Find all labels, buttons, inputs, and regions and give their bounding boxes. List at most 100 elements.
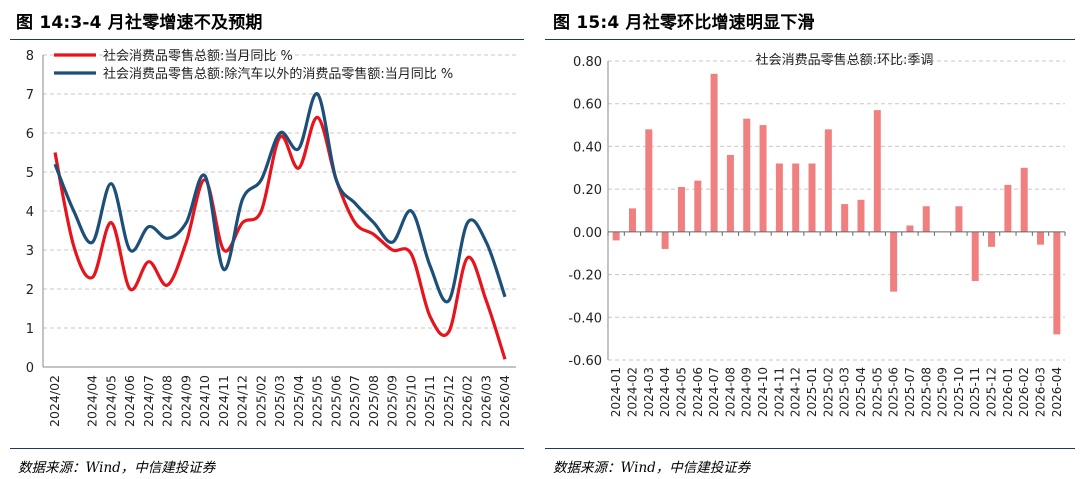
- x-tick-label: 2025/09: [385, 375, 400, 427]
- y-tick-label: 5: [26, 166, 34, 181]
- x-tick-label: 2024/11: [216, 375, 231, 427]
- x-tick-label: 2024-08: [723, 367, 737, 417]
- x-tick-label: 2026/04: [497, 375, 512, 427]
- x-tick-label: 2024/06: [122, 375, 137, 427]
- y-tick-label: 1: [26, 322, 34, 337]
- x-tick-label: 2025-06: [887, 367, 901, 417]
- bar: [743, 118, 751, 232]
- left-line-chart: 0 1 2 3 4 5 6 7 8 2024/02 2024/04 2024/05 2024/06 202…: [26, 48, 516, 427]
- left-top-rule: [10, 39, 524, 40]
- x-tick-label: 2024-07: [707, 367, 721, 417]
- x-tick-label: 2024/10: [197, 375, 212, 427]
- right-bar-chart: 0.80 0.60 0.40 0.20 0.00 -0.20 -0.40 -0.60 2024-…: [568, 52, 1066, 417]
- bar: [710, 73, 718, 232]
- left-figure-title: 图 14:3-4 月社零增速不及预期: [16, 13, 263, 33]
- right-bottom-rule: [545, 448, 1075, 449]
- x-tick-label: 2025/04: [291, 375, 306, 427]
- x-tick-label: 2024-11: [772, 367, 786, 417]
- y-tick-label: 3: [26, 244, 34, 259]
- bar: [677, 187, 685, 232]
- x-tick-label: 2025-01: [805, 367, 819, 417]
- bar: [922, 206, 930, 232]
- y-tick-label: 0: [26, 361, 34, 376]
- bar: [841, 204, 849, 232]
- bar: [628, 208, 636, 232]
- bar: [694, 180, 702, 232]
- bar: [1037, 231, 1045, 245]
- x-tick-label: 2024/07: [141, 375, 156, 427]
- y-tick-label: 6: [26, 127, 34, 142]
- x-tick-label: 2025-03: [838, 367, 852, 417]
- y-tick-label: 0.60: [573, 98, 602, 113]
- bar: [645, 129, 653, 232]
- x-tick-label: 2025-04: [854, 367, 868, 417]
- bar: [857, 199, 865, 232]
- bar: [890, 231, 898, 292]
- bar: [759, 125, 767, 232]
- x-tick-label: 2025/03: [272, 375, 287, 427]
- x-tick-label: 2025-05: [870, 367, 884, 417]
- x-tick-label: 2025/02: [253, 375, 268, 427]
- bar: [988, 231, 996, 247]
- left-bottom-rule: [10, 448, 524, 449]
- x-tick-label: 2025/06: [328, 375, 343, 427]
- y-tick-label: 7: [26, 88, 34, 103]
- x-tick-label: 2025-07: [903, 367, 917, 417]
- x-tick-label: 2025/08: [366, 375, 381, 427]
- left-source-note: 数据来源：Wind，中信建投证券: [18, 460, 216, 476]
- legend-label: 社会消费品零售总额:当月同比 %: [103, 48, 293, 64]
- bar: [971, 231, 979, 281]
- x-tick-label: 2026-03: [1034, 367, 1048, 417]
- y-tick-label: 0.80: [573, 55, 602, 70]
- x-tick-label: 2025-10: [952, 367, 966, 417]
- x-tick-label: 2024/08: [160, 375, 175, 427]
- y-tick-label: 0.40: [573, 140, 602, 155]
- bar: [726, 154, 734, 232]
- y-tick-label: 4: [26, 205, 34, 220]
- right-top-rule: [545, 39, 1075, 40]
- x-tick-label: 2025-11: [968, 367, 982, 417]
- bar: [612, 231, 620, 241]
- x-tick-label: 2025-02: [821, 367, 835, 417]
- x-tick-label: 2024-09: [740, 367, 754, 417]
- bar: [955, 206, 963, 232]
- x-tick-label: 2025-09: [936, 367, 950, 417]
- x-tick-label: 2025-12: [985, 367, 999, 417]
- x-tick-label: 2024-12: [789, 367, 803, 417]
- bar: [906, 225, 914, 232]
- x-tick-label: 2025/07: [347, 375, 362, 427]
- x-tick-label: 2024-04: [658, 367, 672, 417]
- left-figure-panel: 图 14:3-4 月社零增速不及预期 0 1 2 3 4 5 6 7 8 2024/02 2024/…: [0, 0, 530, 479]
- y-tick-label: 0.00: [573, 226, 602, 241]
- bar: [873, 110, 881, 232]
- x-tick-label: 2024-01: [609, 367, 623, 417]
- bar: [1004, 184, 1012, 232]
- x-tick-label: 2024/02: [47, 375, 62, 427]
- x-tick-label: 2025/10: [403, 375, 418, 427]
- x-tick-label: 2024-03: [642, 367, 656, 417]
- x-tick-label: 2026-02: [1017, 367, 1031, 417]
- x-tick-label: 2026/03: [478, 375, 493, 427]
- y-tick-label: -0.20: [568, 269, 602, 284]
- x-tick-label: 2024/04: [85, 375, 100, 427]
- right-figure-panel: 图 15:4 月社零环比增速明显下滑 0.80 0.60 0.40 0.20 0.00 -…: [545, 0, 1080, 479]
- bar: [1020, 167, 1028, 232]
- x-tick-label: 2024-05: [674, 367, 688, 417]
- y-tick-label: 2: [26, 283, 34, 298]
- legend-label: 社会消费品零售总额:除汽车以外的消费品零售额:当月同比 %: [103, 66, 453, 82]
- bar: [808, 163, 816, 232]
- x-tick-label: 2025/05: [310, 375, 325, 427]
- bar: [792, 163, 800, 232]
- bar: [661, 231, 669, 249]
- bar: [775, 163, 783, 232]
- x-tick-label: 2026-04: [1050, 367, 1064, 417]
- x-tick-label: 2026/02: [460, 375, 475, 427]
- x-tick-label: 2024/12: [235, 375, 250, 427]
- x-tick-label: 2024-02: [625, 367, 639, 417]
- right-source-note: 数据来源：Wind，中信建投证券: [553, 460, 751, 476]
- y-tick-label: -0.60: [568, 354, 602, 369]
- y-tick-label: -0.40: [568, 311, 602, 326]
- x-tick-label: 2024-10: [756, 367, 770, 417]
- series-line-total: [53, 115, 507, 360]
- legend-label: 社会消费品零售总额:环比:季调: [756, 52, 934, 68]
